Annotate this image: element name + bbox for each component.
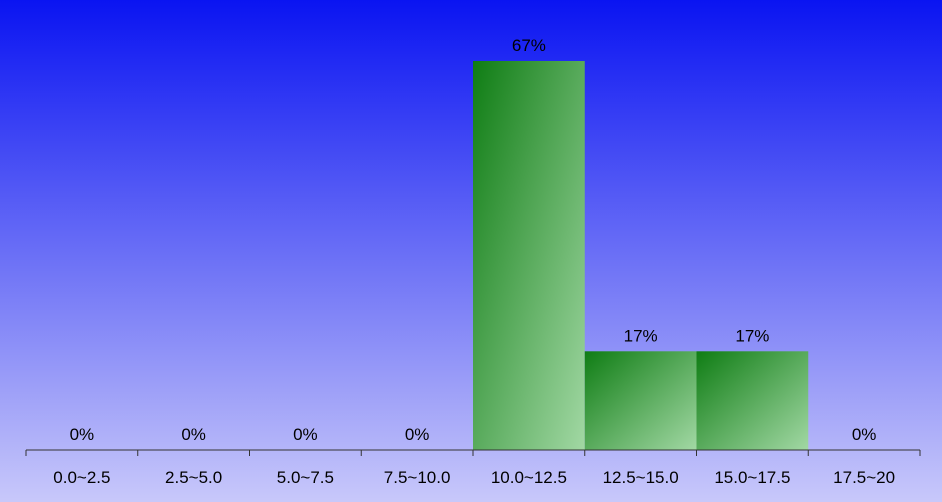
data-label-10.0~12.5: 67% <box>512 36 546 55</box>
x-tick-label-2.5~5.0: 2.5~5.0 <box>165 468 222 487</box>
data-label-5.0~7.5: 0% <box>293 425 318 444</box>
x-axis <box>25 449 921 456</box>
x-tick-label-17.5~20: 17.5~20 <box>833 468 895 487</box>
bar-10.0~12.5 <box>473 61 585 450</box>
x-tick-label-15.0~17.5: 15.0~17.5 <box>714 468 790 487</box>
x-tick-label-5.0~7.5: 5.0~7.5 <box>277 468 334 487</box>
x-tick-label-12.5~15.0: 12.5~15.0 <box>603 468 679 487</box>
data-label-17.5~20: 0% <box>852 425 877 444</box>
x-tick-label-0.0~2.5: 0.0~2.5 <box>53 468 110 487</box>
data-label-12.5~15.0: 17% <box>624 326 658 345</box>
bar-15.0~17.5 <box>696 351 809 450</box>
data-label-7.5~10.0: 0% <box>405 425 430 444</box>
data-label-0.0~2.5: 0% <box>70 425 95 444</box>
bars-layer <box>473 61 809 450</box>
data-label-2.5~5.0: 0% <box>181 425 206 444</box>
data-label-15.0~17.5: 17% <box>735 326 769 345</box>
x-tick-label-10.0~12.5: 10.0~12.5 <box>491 468 567 487</box>
labels-layer: 0% 0.0~2.5 0% 2.5~5.0 0% 5.0~7.5 0% 7.5~10.0 67%… <box>53 36 895 487</box>
x-tick-label-7.5~10.0: 7.5~10.0 <box>384 468 451 487</box>
bar-12.5~15.0 <box>584 351 697 450</box>
